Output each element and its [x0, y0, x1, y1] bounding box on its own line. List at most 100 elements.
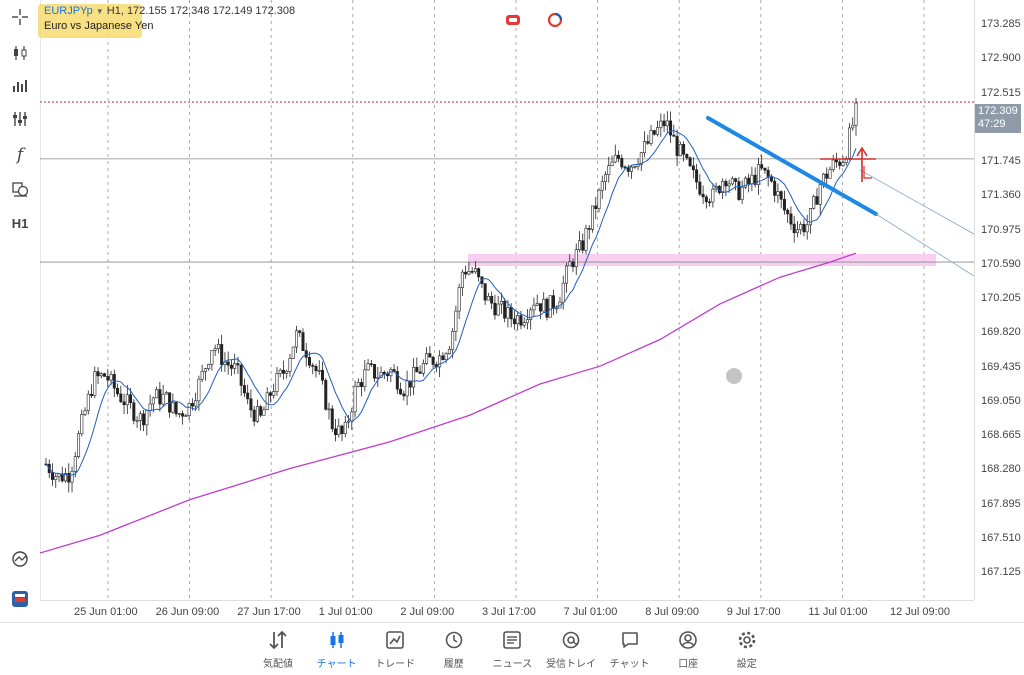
candle-body — [669, 120, 673, 136]
candle-body — [83, 410, 87, 415]
candle-body — [301, 332, 305, 351]
candle-body — [281, 369, 285, 374]
candle-body — [57, 473, 61, 478]
candle-body — [799, 223, 803, 231]
nav-chat[interactable]: チャット — [601, 627, 659, 670]
candle-body — [499, 300, 503, 305]
drag-handle[interactable] — [726, 368, 742, 384]
candle-body — [402, 393, 406, 397]
candle-body — [447, 349, 451, 355]
candle-body — [77, 433, 81, 457]
candle-body — [535, 303, 539, 306]
time-axis[interactable]: 25 Jun 01:00 26 Jun 09:00 27 Jun 17:00 1 Ju… — [40, 600, 974, 623]
one-click-trading-icon[interactable] — [6, 586, 34, 612]
candle-body — [294, 330, 298, 348]
timeframe-button[interactable]: H1 — [11, 215, 29, 231]
nav-account[interactable]: 口座 — [659, 627, 717, 670]
nav-label: 設定 — [736, 659, 757, 670]
candle-body — [67, 473, 71, 483]
candle-body — [142, 413, 146, 426]
candle-body — [769, 176, 773, 182]
nav-label: 口座 — [678, 659, 699, 670]
candle-body — [321, 370, 325, 381]
candle-body — [155, 389, 159, 399]
candle-body — [275, 373, 279, 392]
candle-body — [236, 363, 240, 366]
price-chart[interactable] — [40, 0, 974, 600]
signal-icon[interactable] — [505, 12, 521, 28]
candle-body — [779, 191, 783, 200]
candle-body — [591, 205, 595, 230]
symbol-code[interactable]: EURJPYp — [44, 5, 93, 17]
time-axis-label: 9 Jul 17:00 — [726, 606, 781, 618]
trade-level-icon[interactable] — [6, 546, 34, 572]
nav-history[interactable]: 履歴 — [425, 627, 483, 670]
candles — [44, 97, 858, 493]
candle-body — [99, 373, 103, 377]
nav-news[interactable]: ニュース — [483, 627, 541, 670]
candle-body — [808, 208, 812, 226]
nav-label: 履歴 — [443, 659, 464, 670]
candle-body — [815, 196, 819, 205]
candle-body — [695, 169, 699, 183]
candle-body — [652, 130, 656, 135]
candle-body — [838, 161, 842, 166]
price-axis-label: 169.820 — [981, 326, 1021, 339]
candle-body — [473, 268, 477, 273]
candle-body — [545, 298, 549, 318]
candle-body — [805, 224, 809, 233]
candle-body — [795, 229, 799, 234]
candle-body — [574, 249, 578, 268]
price-axis-label: 168.280 — [981, 463, 1021, 476]
price-axis-label: 171.360 — [981, 189, 1021, 202]
price-axis-label: 167.895 — [981, 497, 1021, 510]
candle-body — [825, 173, 829, 179]
price-axis[interactable]: 173.285 172.900 172.515 171.745 171.360 170.9… — [974, 0, 1024, 600]
refresh-icon[interactable] — [547, 12, 563, 28]
candle-body — [158, 389, 162, 405]
time-axis-label: 26 Jun 09:00 — [155, 606, 220, 618]
volume-icon[interactable] — [6, 72, 34, 98]
candle-body — [548, 295, 552, 318]
dropdown-icon[interactable]: ▼ — [95, 7, 104, 16]
candle-body — [262, 409, 266, 416]
candle-body — [792, 223, 796, 234]
symbol-info-line[interactable]: EURJPYp ▼ H1, 172.155 172.348 172.149 17… — [44, 5, 296, 17]
candle-body — [682, 144, 686, 155]
indicators-icon[interactable] — [6, 106, 34, 132]
price-axis-label: 172.900 — [981, 52, 1021, 65]
candle-body — [174, 402, 178, 415]
candle-body — [633, 166, 637, 168]
crosshair-icon[interactable] — [6, 4, 34, 30]
chart-type-icon[interactable] — [6, 40, 34, 66]
nav-trade[interactable]: トレード — [366, 627, 424, 670]
nav-inbox[interactable]: 受信トレイ — [542, 627, 600, 670]
price-axis-label: 170.590 — [981, 257, 1021, 270]
nav-settings[interactable]: 設定 — [718, 627, 776, 670]
candle-body — [408, 380, 412, 388]
candle-body — [138, 413, 142, 421]
function-icon[interactable]: f — [16, 145, 24, 165]
account-icon — [659, 627, 717, 653]
candle-body — [691, 165, 695, 171]
candle-body — [841, 162, 845, 166]
candle-body — [210, 350, 214, 365]
nav-label: チャット — [609, 659, 650, 670]
time-axis-label: 25 Jun 01:00 — [74, 606, 138, 618]
candle-body — [272, 391, 276, 396]
price-axis-label: 170.975 — [981, 223, 1021, 236]
price-axis-label: 168.665 — [981, 429, 1021, 441]
nav-chart[interactable]: チャート — [308, 627, 366, 670]
candle-body — [506, 307, 510, 319]
candle-body — [584, 228, 588, 251]
candle-body — [516, 315, 520, 324]
candle-body — [80, 414, 84, 435]
objects-icon[interactable] — [6, 176, 34, 202]
candle-body — [766, 169, 770, 178]
candle-body — [477, 268, 481, 278]
candle-body — [93, 371, 97, 396]
candle-body — [307, 357, 311, 366]
history-icon — [425, 627, 483, 653]
candle-body — [51, 472, 55, 480]
nav-quotes[interactable]: 気配値 — [249, 627, 307, 670]
